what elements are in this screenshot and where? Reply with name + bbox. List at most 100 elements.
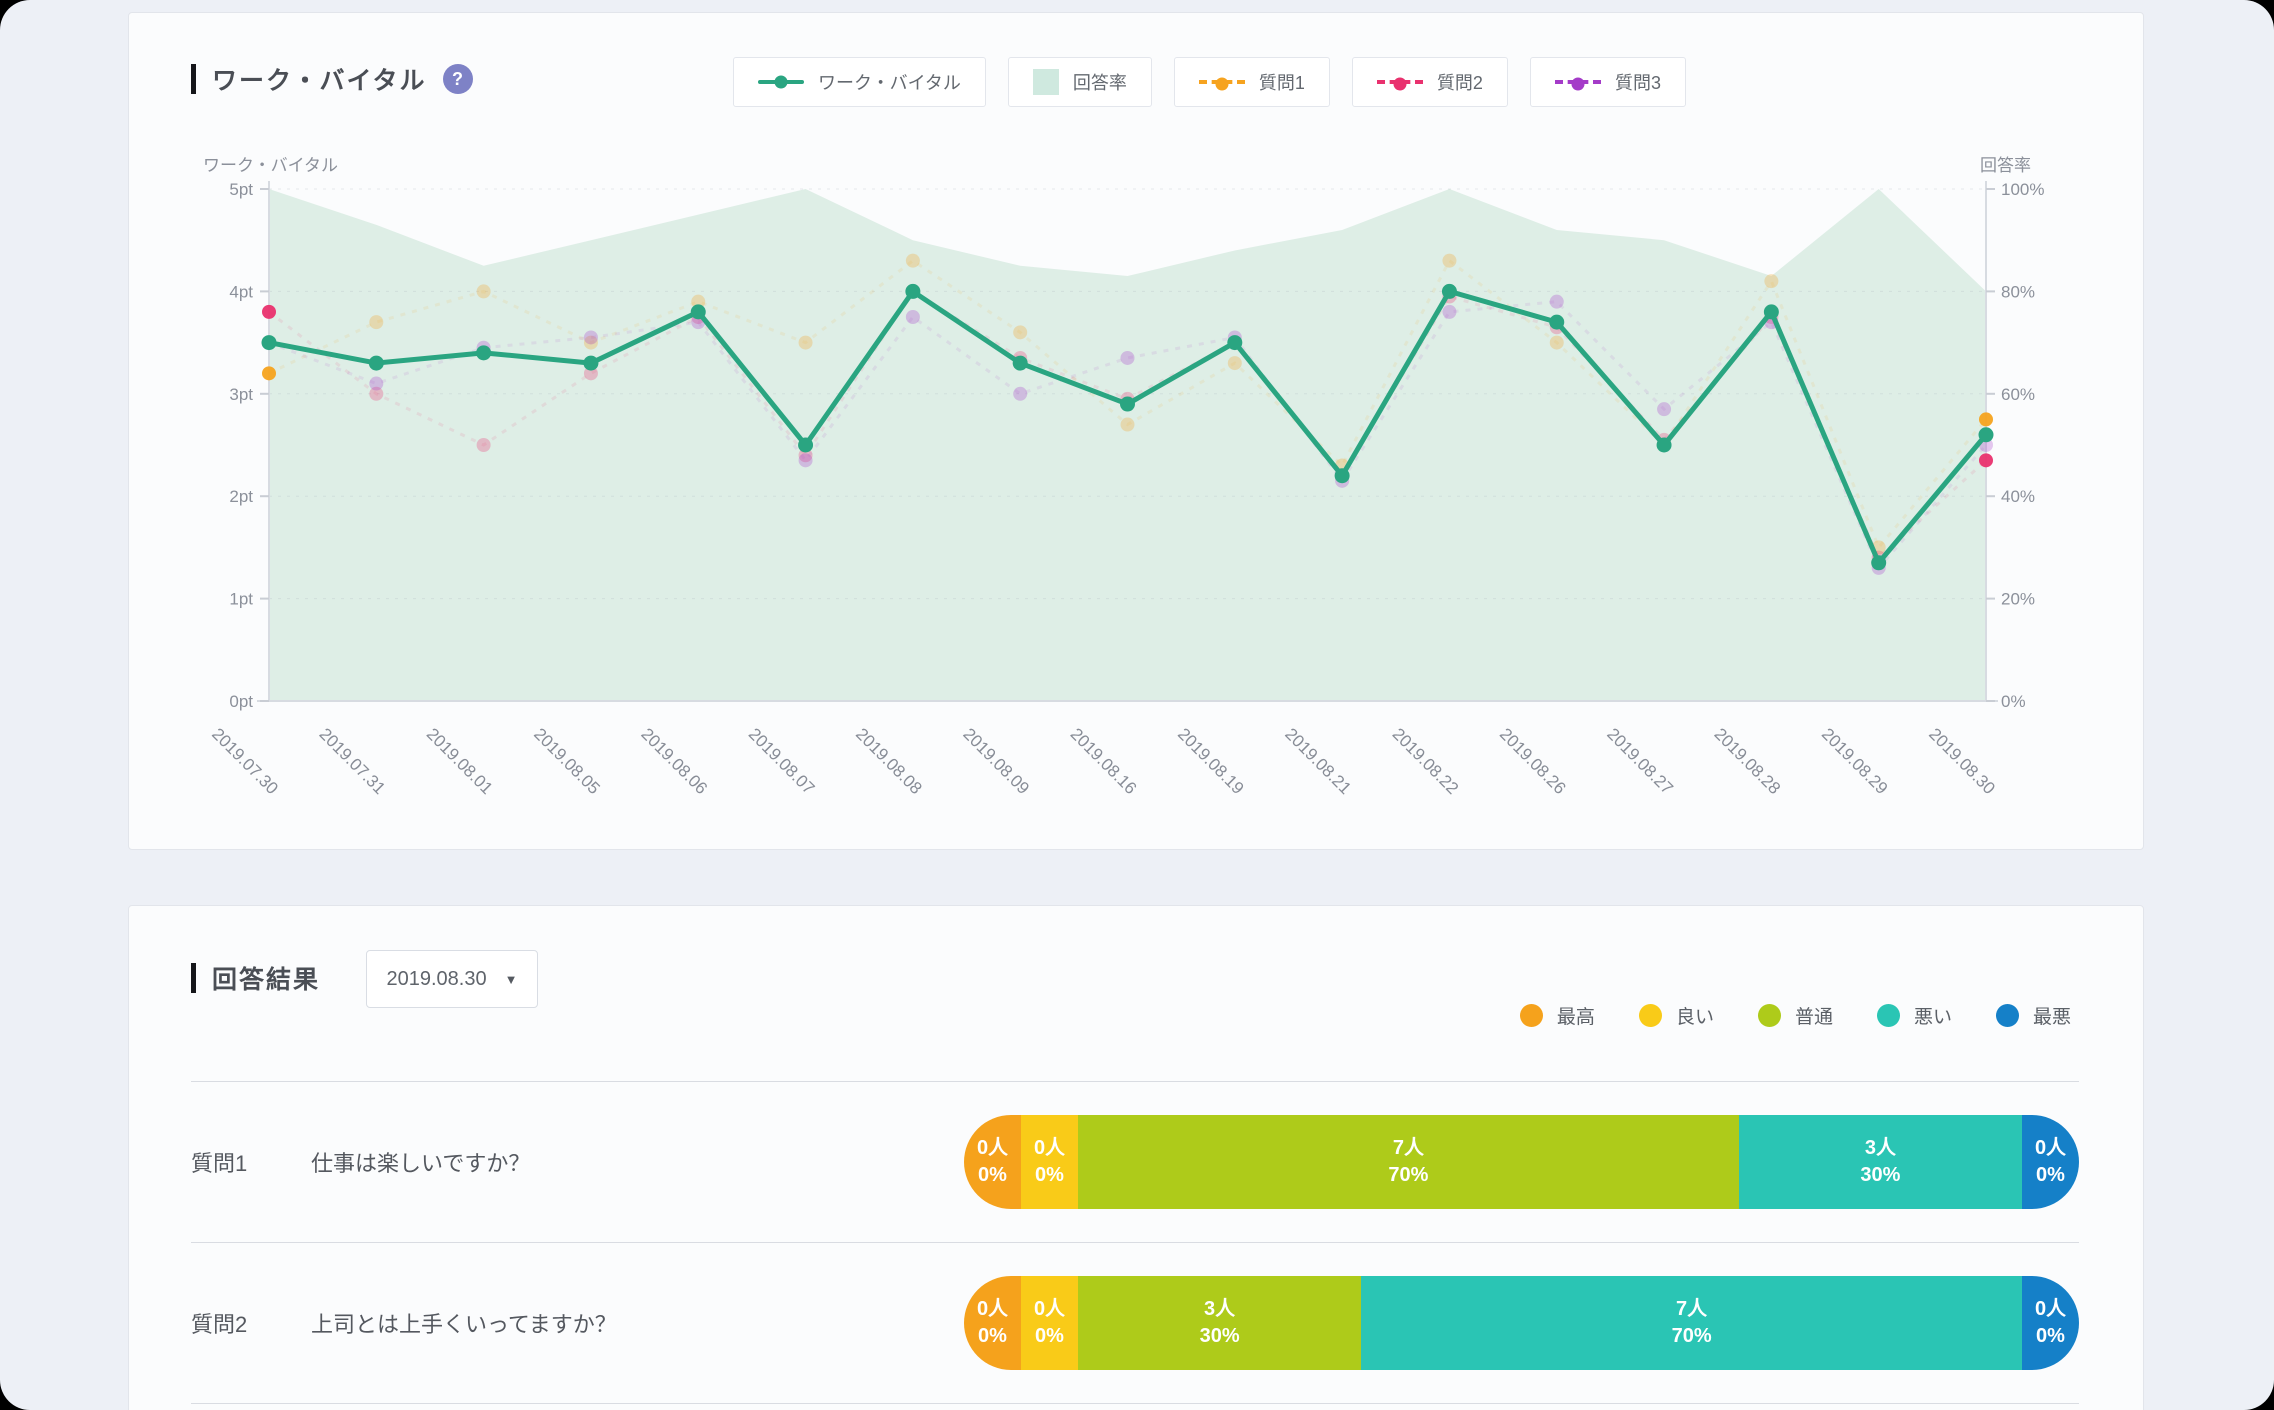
left-tick-label: 3pt — [229, 385, 253, 404]
legend-label: 質問1 — [1258, 73, 1305, 93]
question-series-point — [1549, 294, 1564, 309]
question-series-point — [1979, 453, 1993, 468]
segment-percent: 0% — [978, 1325, 1007, 1347]
segment-count: 3人 — [1864, 1137, 1896, 1159]
page-title: ワーク・バイタル — [212, 67, 427, 95]
work-vital-point — [1227, 335, 1243, 351]
bar-segment: 0人 0% — [2022, 1276, 2079, 1370]
question-series-point — [262, 366, 276, 381]
question-series-point — [905, 310, 920, 324]
legend-swatch-dashed-icon — [1554, 77, 1601, 91]
right-axis-title: 回答率 — [1980, 156, 2031, 175]
title-bar-accent — [191, 64, 196, 94]
question-series-point — [583, 366, 598, 381]
answer-results-header: 回答結果 — [191, 960, 320, 996]
x-axis-date-label: 2019.08.30 — [1925, 724, 1999, 798]
question-series-point — [1120, 417, 1135, 432]
question-row-1: 質問1 仕事は楽しいですか？ 0人 0% 0人 0% 7人 70% 3人 30% 0人 0% — [191, 1081, 2079, 1242]
question-series-point — [1227, 356, 1242, 371]
legend-swatch-dashed-icon — [1376, 77, 1423, 91]
rating-legend-item-1: 良い — [1638, 1002, 1714, 1029]
work-vital-point — [1441, 283, 1457, 299]
left-tick-label: 1pt — [229, 590, 253, 609]
chevron-down-icon: ▼ — [504, 971, 518, 987]
bar-segment: 7人 70% — [1078, 1115, 1739, 1209]
answer-distribution-bar: 0人 0% 0人 0% 7人 70% 3人 30% 0人 0% — [964, 1115, 2079, 1209]
x-axis-date-label: 2019.08.06 — [637, 724, 711, 798]
left-tick-label: 4pt — [229, 282, 253, 301]
chart-legend-item-4[interactable]: 質問3 — [1529, 57, 1686, 107]
segment-count: 7人 — [1676, 1298, 1708, 1320]
bar-segment: 0人 0% — [964, 1115, 1021, 1209]
question-series-point — [1442, 253, 1457, 268]
work-vital-point — [1120, 396, 1135, 412]
work-vital-point — [1334, 468, 1350, 484]
question-row-2: 質問2 上司とは上手くいってますか？ 0人 0% 0人 0% 3人 30% 7人 70% 0人 0% — [191, 1242, 2079, 1403]
x-axis-date-label: 2019.08.08 — [852, 724, 926, 798]
legend-label: 質問2 — [1436, 73, 1483, 93]
question-label: 質問1 仕事は楽しいですか？ — [191, 1146, 964, 1178]
right-tick-label: 60% — [2001, 385, 2035, 404]
chart-legend-item-3[interactable]: 質問2 — [1351, 57, 1508, 107]
x-axis-date-label: 2019.08.22 — [1389, 724, 1463, 798]
segment-percent: 0% — [978, 1164, 1007, 1186]
rating-legend-item-2: 普通 — [1757, 1002, 1833, 1029]
rating-label: 良い — [1675, 1007, 1714, 1028]
question-series-point — [1657, 402, 1672, 417]
answer-rate-area — [269, 189, 1986, 701]
rating-label: 悪い — [1913, 1007, 1952, 1028]
bar-segment: 0人 0% — [1021, 1115, 1078, 1209]
title-bar-accent — [191, 963, 196, 993]
rating-legend-item-3: 悪い — [1876, 1002, 1952, 1029]
left-tick-label: 2pt — [229, 487, 253, 506]
x-axis-date-label: 2019.08.21 — [1281, 724, 1355, 798]
question-series-point — [369, 376, 384, 391]
x-axis-date-label: 2019.08.28 — [1711, 724, 1785, 798]
segment-percent: 70% — [1388, 1164, 1429, 1186]
x-axis-date-label: 2019.08.09 — [959, 724, 1033, 798]
question-series-point — [905, 253, 920, 268]
answer-results-card: 回答結果 2019.08.30 ▼ 最高 良い 普通 悪い 最悪 質問1 仕事は楽しいです… — [128, 905, 2144, 1410]
x-axis-date-label: 2019.08.07 — [745, 724, 819, 798]
left-tick-label: 5pt — [229, 180, 253, 199]
work-vital-header: ワーク・バイタル ? — [191, 61, 473, 97]
bar-segment: 0人 0% — [964, 1276, 1021, 1370]
question-label: 質問2 上司とは上手くいってますか？ — [191, 1307, 964, 1339]
work-vital-point — [798, 437, 814, 453]
legend-label: 回答率 — [1072, 73, 1127, 93]
x-axis-date-label: 2019.08.29 — [1818, 724, 1892, 798]
question-series-line — [268, 258, 1988, 551]
question-series-line — [268, 300, 1988, 571]
segment-percent: 30% — [1860, 1164, 1901, 1186]
work-vital-point — [583, 355, 599, 371]
rating-label: 最高 — [1556, 1007, 1595, 1028]
chart-legend-item-2[interactable]: 質問1 — [1173, 57, 1330, 107]
chart-legend-item-1[interactable]: 回答率 — [1007, 57, 1152, 107]
legend-swatch-line-icon — [758, 75, 804, 89]
left-axis-title: ワーク・バイタル — [203, 156, 338, 175]
rating-dot-icon — [1995, 1004, 2019, 1027]
right-tick-label: 80% — [2001, 282, 2035, 301]
question-text: 仕事は楽しいですか？ — [311, 1151, 531, 1176]
question-series-point — [1549, 335, 1564, 350]
help-icon[interactable]: ? — [442, 64, 473, 94]
x-axis-date-label: 2019.08.27 — [1603, 724, 1677, 798]
date-select[interactable]: 2019.08.30 ▼ — [366, 950, 538, 1008]
bar-segment: 3人 30% — [1078, 1276, 1362, 1370]
segment-percent: 30% — [1199, 1325, 1240, 1347]
segment-percent: 0% — [1035, 1164, 1064, 1186]
rating-legend-item-0: 最高 — [1519, 1002, 1595, 1029]
question-series-point — [1979, 412, 1993, 427]
work-vital-point — [1549, 314, 1565, 330]
question-series-point — [1013, 386, 1028, 401]
question-series-point — [1442, 304, 1457, 319]
rating-legend-item-4: 最悪 — [1995, 1002, 2071, 1029]
segment-count: 0人 — [976, 1137, 1009, 1159]
chart-legend-item-0[interactable]: ワーク・バイタル — [733, 57, 986, 107]
right-tick-label: 0% — [2001, 692, 2026, 711]
question-series-point — [369, 386, 384, 401]
question-series-point — [1013, 325, 1028, 340]
right-tick-label: 40% — [2001, 487, 2035, 506]
work-vital-point — [905, 283, 921, 299]
